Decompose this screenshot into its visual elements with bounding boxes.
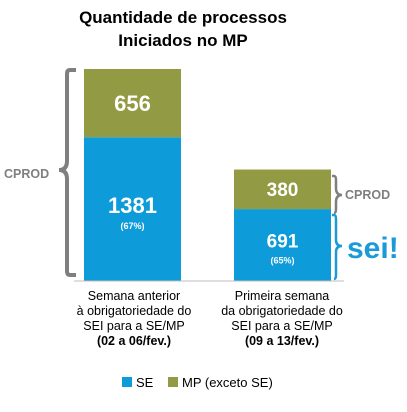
cprod-brace-left	[58, 68, 76, 277]
bar-segment-mp-2	[234, 169, 331, 210]
category-label-1-line-3: SEI para a SE/MP	[83, 319, 184, 333]
data-label-se-1: 1381	[108, 193, 157, 218]
data-label-mp-1: 656	[114, 91, 151, 116]
chart-title-line-1: Quantidade de processos	[79, 8, 287, 27]
legend-label-mp: MP (exceto SE)	[182, 375, 273, 390]
cprod-brace-right	[332, 174, 343, 215]
category-label-1-line-2: à obrigatoriedade do	[77, 304, 192, 318]
category-label-2-line-3: SEI para a SE/MP	[231, 319, 332, 333]
bar-segment-mp-1	[84, 69, 181, 138]
data-label-mp-2: 380	[267, 180, 299, 201]
legend-label-se: SE	[136, 375, 154, 390]
percent-label-1: (67%)	[120, 221, 144, 231]
percent-label-2: (65%)	[270, 256, 294, 266]
cprod-label-right: CPROD	[345, 188, 390, 202]
bars-group: 1381 (67%) 656 691 (65%) 380	[84, 69, 331, 281]
category-label-1-line-4: (02 a 06/fev.)	[97, 334, 171, 348]
bar-segment-se-2	[234, 209, 331, 281]
se-brace-right	[332, 213, 343, 281]
category-label-2-line-1: Primeira semana	[235, 289, 330, 303]
bar-segment-se-1	[84, 137, 181, 281]
data-label-se-2: 691	[267, 232, 299, 253]
sei-logo: sei!	[347, 232, 399, 265]
category-label-1-line-1: Semana anterior	[88, 289, 180, 303]
chart-title-line-2: Iniciados no MP	[118, 31, 247, 50]
category-label-2-line-4: (09 a 13/fev.)	[245, 334, 319, 348]
legend: SE MP (exceto SE)	[122, 375, 273, 390]
cprod-label-left: CPROD	[4, 167, 49, 181]
legend-swatch-mp	[168, 377, 178, 387]
category-label-2-line-2: da obrigatoriedade do	[221, 304, 343, 318]
legend-swatch-se	[122, 377, 132, 387]
chart-title: Quantidade de processos Iniciados no MP	[79, 8, 287, 50]
brace-annotations: CPROD CPROD sei!	[4, 68, 399, 281]
